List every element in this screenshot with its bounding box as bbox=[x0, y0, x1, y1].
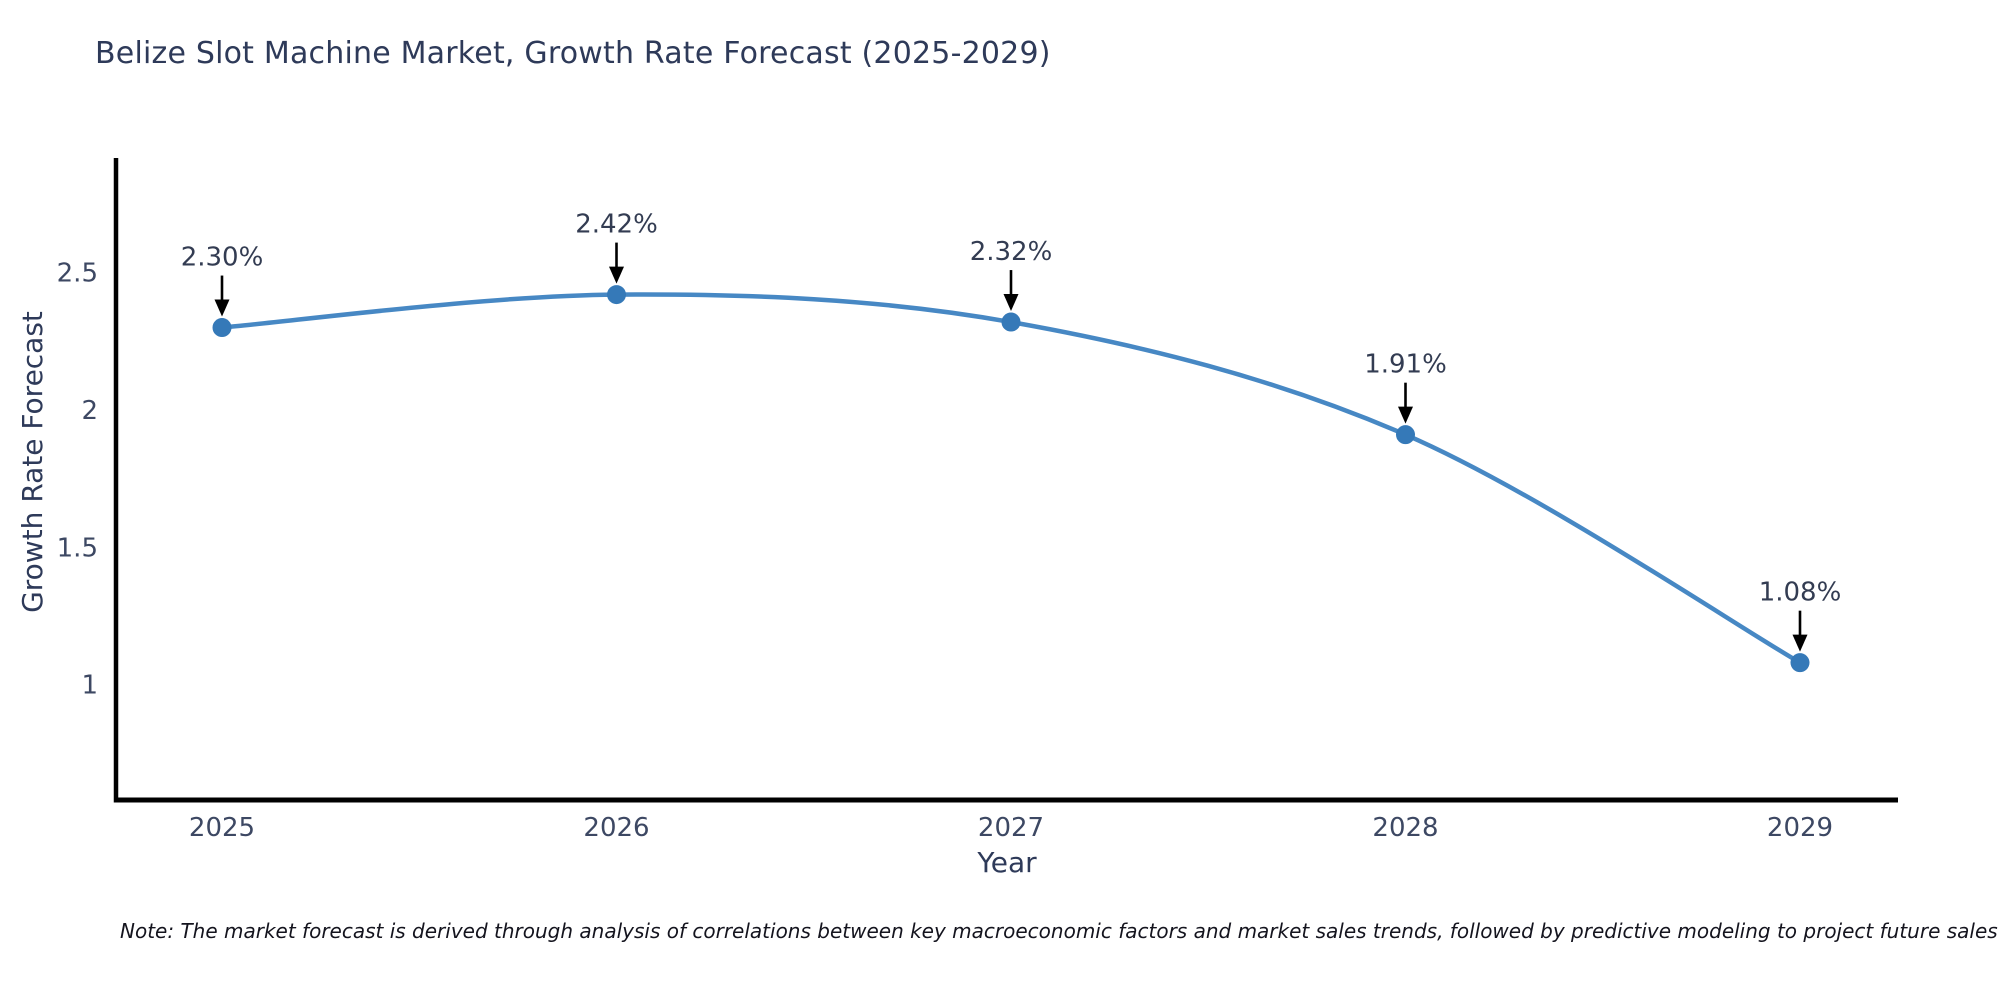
data-point-marker[interactable] bbox=[1790, 653, 1810, 673]
annotation-arrow-icon bbox=[1003, 294, 1019, 312]
y-tick-label: 1.5 bbox=[57, 533, 98, 563]
annotation-arrow-icon bbox=[1792, 634, 1808, 652]
y-tick-label: 2 bbox=[81, 396, 98, 426]
annotation-arrow-icon bbox=[214, 299, 230, 317]
footnote: Note: The market forecast is derived thr… bbox=[120, 919, 1998, 943]
point-value-label: 2.30% bbox=[181, 243, 264, 273]
x-tick-label: 2025 bbox=[189, 813, 255, 843]
data-point-marker[interactable] bbox=[1001, 312, 1021, 332]
data-point-marker[interactable] bbox=[212, 318, 232, 338]
x-tick-label: 2028 bbox=[1372, 813, 1438, 843]
point-value-label: 1.08% bbox=[1759, 578, 1842, 608]
y-tick-label: 2.5 bbox=[57, 259, 98, 289]
y-tick-label: 1 bbox=[81, 671, 98, 701]
data-point-marker[interactable] bbox=[1396, 425, 1415, 445]
x-tick-label: 2029 bbox=[1767, 813, 1833, 843]
chart-title: Belize Slot Machine Market, Growth Rate … bbox=[95, 36, 1051, 71]
x-tick-label: 2027 bbox=[978, 813, 1044, 843]
x-axis-title: Year bbox=[977, 846, 1037, 879]
point-value-label: 2.42% bbox=[575, 210, 658, 240]
point-value-label: 1.91% bbox=[1364, 350, 1447, 380]
annotation-arrow-icon bbox=[609, 266, 624, 284]
y-axis-title: Growth Rate Forecast bbox=[16, 311, 49, 613]
point-value-label: 2.32% bbox=[970, 237, 1053, 267]
trend-line bbox=[219, 292, 1803, 665]
annotation-arrow-icon bbox=[1398, 406, 1413, 424]
x-tick-label: 2026 bbox=[583, 813, 649, 843]
data-point-marker[interactable] bbox=[607, 285, 626, 305]
